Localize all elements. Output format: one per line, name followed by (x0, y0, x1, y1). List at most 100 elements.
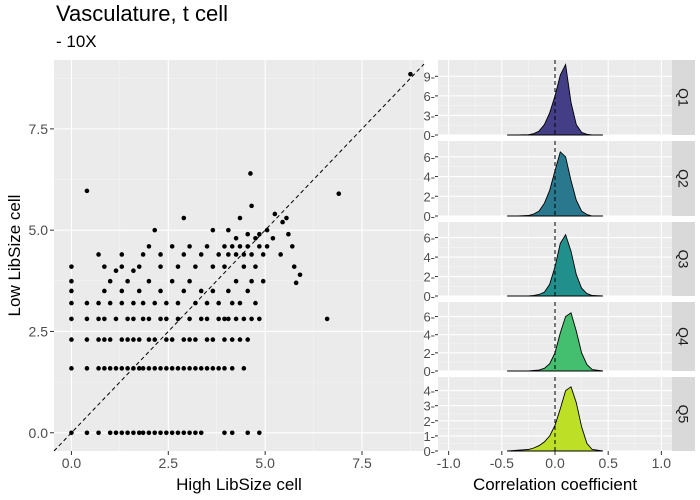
scatter-point (289, 244, 295, 249)
scatter-point (222, 264, 227, 269)
scatter-point (96, 337, 101, 342)
scatter-point (69, 316, 74, 322)
scatter-point (146, 337, 152, 342)
scatter-point (131, 430, 136, 436)
scatter-point (140, 252, 146, 257)
scatter-point (69, 337, 74, 342)
scatter-point (158, 366, 163, 371)
density-y-tick-label: 9- (423, 69, 435, 84)
scatter-point (102, 337, 107, 342)
scatter-point (146, 316, 152, 322)
scatter-point (245, 231, 251, 237)
scatter-point (260, 278, 266, 284)
scatter-point (253, 300, 258, 306)
scatter-point (216, 252, 221, 257)
scatter-point (233, 252, 239, 257)
scatter-x-tick-label: 0.0 (62, 455, 82, 471)
density-y-tick-label: 6- (423, 89, 435, 104)
scatter-point (257, 231, 262, 237)
scatter-point (113, 430, 119, 436)
scatter-point (125, 316, 130, 322)
scatter-point (175, 366, 181, 371)
scatter-point (210, 264, 216, 269)
scatter-point (222, 337, 227, 342)
density-y-tick-label: 6- (423, 310, 435, 325)
scatter-point (286, 231, 291, 237)
scatter-point (69, 288, 74, 294)
scatter-point (198, 252, 204, 257)
scatter-point (96, 316, 101, 322)
scatter-point (140, 300, 146, 306)
scatter-point (131, 316, 136, 322)
density-y-tick-label: 0- (423, 364, 435, 379)
scatter-point (152, 227, 158, 233)
scatter-point (233, 278, 239, 284)
scatter-point (284, 215, 289, 221)
scatter-point (107, 430, 113, 436)
scatter-point (222, 366, 227, 371)
scatter-point (248, 171, 253, 176)
scatter-point (125, 430, 130, 436)
scatter-point (249, 316, 254, 322)
density-x-tick-label: 1.0 (652, 455, 672, 471)
density-y-tick-label: 4- (423, 250, 435, 265)
density-y-tick-label: 6- (423, 231, 435, 246)
scatter-point (175, 300, 181, 306)
scatter-point (187, 278, 192, 284)
scatter-point (146, 430, 152, 436)
density-y-tick-label: 2- (423, 189, 435, 204)
scatter-point (233, 316, 239, 322)
scatter-y-tick-label: 2.5 (29, 323, 49, 339)
scatter-point (291, 264, 297, 269)
scatter-point (204, 244, 210, 249)
density-area-q3 (507, 233, 603, 297)
scatter-point (175, 430, 181, 436)
density-y-tick-label: 2- (423, 270, 435, 285)
facet-strip-q5 (672, 377, 695, 451)
scatter-point (113, 316, 119, 322)
facet-strip-q3 (672, 222, 695, 296)
scatter-y-axis-title: Low LibSize cell (5, 195, 24, 317)
facet-strip-label: Q3 (676, 250, 692, 269)
scatter-point (237, 300, 243, 306)
scatter-point (193, 300, 198, 306)
scatter-point (237, 215, 243, 221)
scatter-point (119, 264, 125, 269)
scatter-point (158, 252, 163, 257)
scatter-point (272, 211, 278, 217)
scatter-point (226, 252, 231, 257)
density-area-q5 (507, 386, 603, 452)
scatter-point (226, 227, 231, 233)
scatter-point (69, 300, 74, 306)
scatter-point (193, 264, 198, 269)
scatter-x-axis-title: High LibSize cell (176, 475, 302, 494)
scatter-point (102, 316, 107, 322)
scatter-point (245, 337, 251, 342)
scatter-point (241, 264, 247, 269)
scatter-point (241, 366, 247, 371)
scatter-point (158, 264, 163, 269)
scatter-point (175, 316, 181, 322)
density-y-tick-label: 0- (423, 209, 435, 224)
scatter-point (84, 430, 90, 436)
scatter-point (257, 316, 262, 322)
scatter-point (324, 316, 330, 322)
scatter-point (140, 316, 146, 322)
density-y-tick-label: 4- (423, 170, 435, 185)
scatter-point (210, 337, 216, 342)
density-x-tick-label: 0.0 (545, 455, 565, 471)
scatter-point (293, 280, 299, 286)
scatter-point (136, 337, 142, 342)
scatter-point (204, 316, 210, 322)
scatter-point (113, 268, 119, 273)
facet-strip-q2 (672, 141, 695, 216)
chart-title: Vasculature, t cell (56, 1, 229, 26)
density-y-tick-label: 0- (423, 289, 435, 304)
scatter-point (84, 300, 90, 306)
scatter-point (152, 430, 158, 436)
scatter-point (69, 430, 74, 436)
scatter-point (260, 252, 266, 257)
scatter-point (253, 264, 258, 269)
density-y-tick-label: 0- (423, 128, 435, 143)
scatter-point (84, 337, 90, 342)
